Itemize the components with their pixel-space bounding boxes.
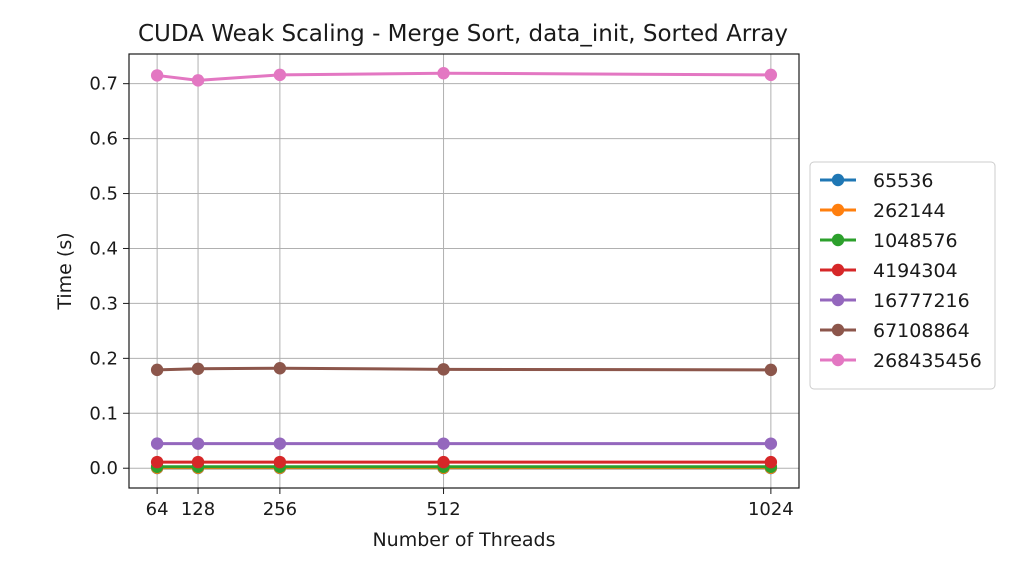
y-tick-label: 0.5 [89,184,118,205]
y-tick-label: 0.2 [89,348,118,369]
data-point [764,68,778,82]
legend-label: 65536 [873,170,933,192]
legend-item: 1048576 [820,230,958,252]
y-axis-title: Time (s) [54,232,76,310]
legend-marker [831,203,845,217]
legend-marker [831,263,845,277]
chart-title: CUDA Weak Scaling - Merge Sort, data_ini… [138,21,788,47]
legend-label: 16777216 [873,290,970,312]
legend-marker [831,293,845,307]
x-tick-label: 256 [263,499,297,520]
y-tick-label: 0.3 [89,293,118,314]
legend-item: 262144 [820,200,946,222]
legend-item: 65536 [820,170,933,192]
data-point [437,67,450,80]
legend-marker [831,173,845,187]
data-point [191,74,205,87]
legend: 65536 262144 1048576 4194304 16777216 6710886… [809,161,996,390]
series-268435456 [150,67,778,87]
y-tick-label: 0.6 [89,129,118,150]
legend-item: 67108864 [820,320,970,342]
data-point [150,455,164,469]
legend-item: 4194304 [820,260,958,282]
legend-label: 67108864 [873,320,970,342]
data-point [273,68,287,82]
data-point [150,69,164,82]
legend-label: 4194304 [873,260,958,282]
data-point [273,455,287,469]
legend-frame [809,161,996,390]
legend-item: 16777216 [820,290,970,312]
y-tick-label: 0.4 [89,238,118,259]
y-tick-label: 0.1 [89,403,118,424]
data-point [437,437,450,450]
data-point [191,455,205,469]
legend-item: 268435456 [820,350,982,372]
plot-area [150,67,778,475]
data-point [191,362,205,375]
x-axis: 64 128 256 512 1024 [146,488,794,520]
series-16777216 [150,437,778,450]
legend-label: 268435456 [873,350,982,372]
data-point [273,437,287,450]
legend-label: 1048576 [873,230,958,252]
series-4194304 [150,455,778,469]
x-tick-label: 64 [146,499,169,520]
series-line [157,366,771,372]
data-point [191,437,205,450]
y-axis: 0.0 0.1 0.2 0.3 0.4 0.5 0.6 0.7 [89,74,129,479]
data-point [764,455,778,469]
x-tick-label: 128 [181,499,215,520]
legend-label: 262144 [873,200,946,222]
x-axis-title: Number of Threads [372,529,555,551]
data-point [764,437,778,450]
x-tick-label: 1024 [748,499,794,520]
plot-frame [128,53,800,489]
data-point [437,363,450,376]
data-point [437,455,450,469]
y-tick-label: 0.0 [89,458,118,479]
grid [129,54,799,488]
data-point [150,437,164,450]
legend-marker [831,353,845,367]
series-67108864 [150,362,778,377]
y-tick-label: 0.7 [89,74,118,95]
x-tick-label: 512 [426,499,460,520]
data-point [150,363,164,377]
data-point [273,362,287,375]
legend-marker [831,233,845,247]
series-line [156,71,771,82]
legend-marker [831,323,845,337]
data-point [764,363,778,377]
